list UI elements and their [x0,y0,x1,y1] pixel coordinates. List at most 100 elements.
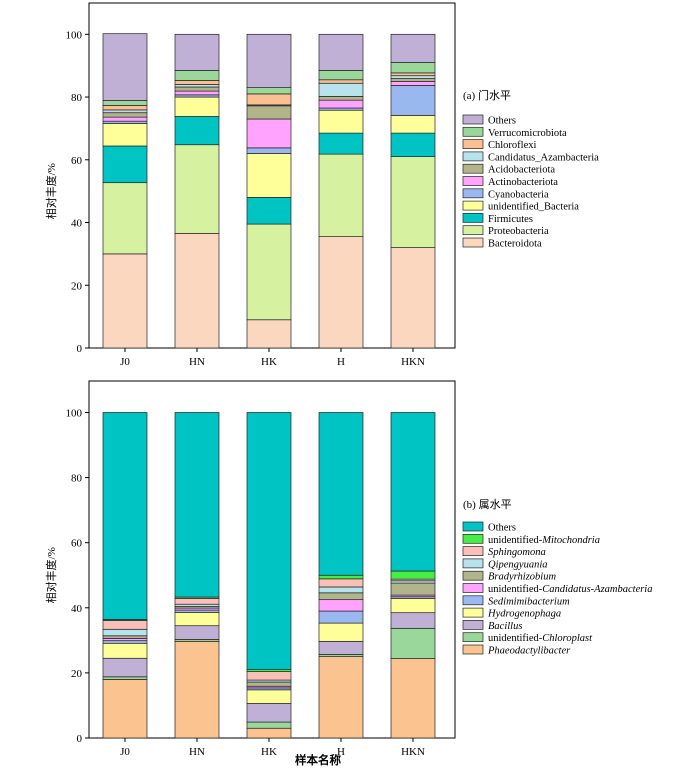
legend-swatch [462,139,484,149]
legend-swatch [462,176,484,186]
bar-segment [102,640,148,644]
legend-label-prefix: unidentified- [488,584,543,595]
bar-segment [318,99,364,109]
legend-label: Chloroflexi [488,140,536,151]
legend-label: Qipengyuania [488,559,548,570]
bar-segment [318,153,364,237]
legend-label-taxon: Mitochondria [541,535,600,546]
bar-segment [318,132,364,155]
bar-segment [318,578,364,588]
x-tick-label: HK [261,746,277,758]
bar-segment [318,574,364,580]
legend-swatch [462,114,484,125]
bar-segment [390,78,436,82]
x-tick-label: J0 [120,746,130,758]
bar-segment [102,116,148,122]
legend-swatch [462,225,484,236]
bar-segment [246,671,292,681]
bar-segment [390,570,436,580]
bar-segment [318,412,364,576]
legend-swatch [462,188,484,199]
y-tick-label: 40 [71,603,83,615]
bar-segment [102,112,148,118]
legend-label: Hydrogenophaga [487,609,561,620]
bar-segment [318,96,364,101]
legend-label: Bradyrhizobium [488,572,556,583]
x-tick-label: H [337,746,345,758]
bar-segment [390,62,436,74]
bar-segment [246,33,292,88]
bar-segment [102,182,148,255]
bar-segment [246,223,292,321]
legend-swatch [462,620,484,630]
x-tick-label: HN [189,746,205,758]
legend-swatch [462,632,484,643]
legend-swatch [462,583,484,593]
bar-segment [102,620,148,630]
bar-segment [390,598,436,614]
legend-swatch [462,607,484,618]
legend-label: Firmicutes [488,214,533,225]
y-tick-label: 100 [66,408,83,420]
legend-swatch [462,163,484,174]
bar-segment [174,80,220,85]
bar-segment [390,132,436,157]
bar-segment [174,640,220,739]
bar-segment [390,72,436,77]
bar-segment [102,642,148,659]
legend-label: Candidatus_Azambacteria [488,152,599,163]
legend-label-prefix: unidentified- [488,535,543,546]
legend-label: Verrucomicrobiota [488,128,567,139]
bar-segment [318,610,364,624]
bar-segment [102,657,148,678]
legend-label-taxon: Chloroplast [542,633,593,644]
bar-segment [174,70,220,81]
bar-segment [102,33,148,101]
legend-swatch [462,558,484,569]
legend-label: Phaeodactylibacter [487,646,571,657]
bar-segment [174,90,220,96]
bar-segment [174,612,220,627]
bar-segment [246,412,292,670]
legend-label: Proteobacteria [488,226,549,237]
legend-label: Actinobacteriota [488,177,558,188]
y-tick-label: 20 [71,280,83,292]
bar-segment [318,109,364,134]
bar-segment [390,412,436,572]
y-tick-label: 60 [71,538,83,550]
y-tick-label: 60 [71,155,83,167]
bar-segment [390,156,436,248]
bar-segment [174,598,220,605]
bar-segment [318,592,364,601]
bar-segment [102,676,148,680]
legend-label-taxon: Candidatus-Azambacteria [542,584,652,595]
bar-segment [246,87,292,95]
bar-segment [102,628,148,637]
y-tick-label: 40 [71,218,83,230]
bar-segment [390,612,436,629]
legend-title: (a) 门水平 [463,88,511,102]
legend-label: Cyanobacteria [488,189,549,200]
bar-segment [102,123,148,147]
bar-segment [246,727,292,739]
bar-segment [390,75,436,79]
bar-segment [246,153,292,198]
y-tick-label: 20 [71,668,83,680]
legend-label: Acidobacteriota [488,165,555,176]
bar-segment [318,622,364,642]
x-tick-label: HKN [401,356,425,368]
legend-swatch [462,546,484,556]
bar-segment [174,96,220,117]
legend-label-prefix: unidentified- [488,633,543,644]
legend-label: unidentified-Chloroplast [488,633,593,644]
bar-segment [174,33,220,71]
bar-segment [102,635,148,639]
bar-segment [246,681,292,687]
legend-swatch [462,151,484,162]
chart-panel-b: 0 20 40 60 80 100 相对丰度/% J0 HN HK H HKN (b) 属水平 Other… [44,380,652,758]
bar-segment [390,85,436,116]
bar-segment [102,412,148,620]
bar-segment [390,247,436,349]
bar-segment [246,147,292,154]
